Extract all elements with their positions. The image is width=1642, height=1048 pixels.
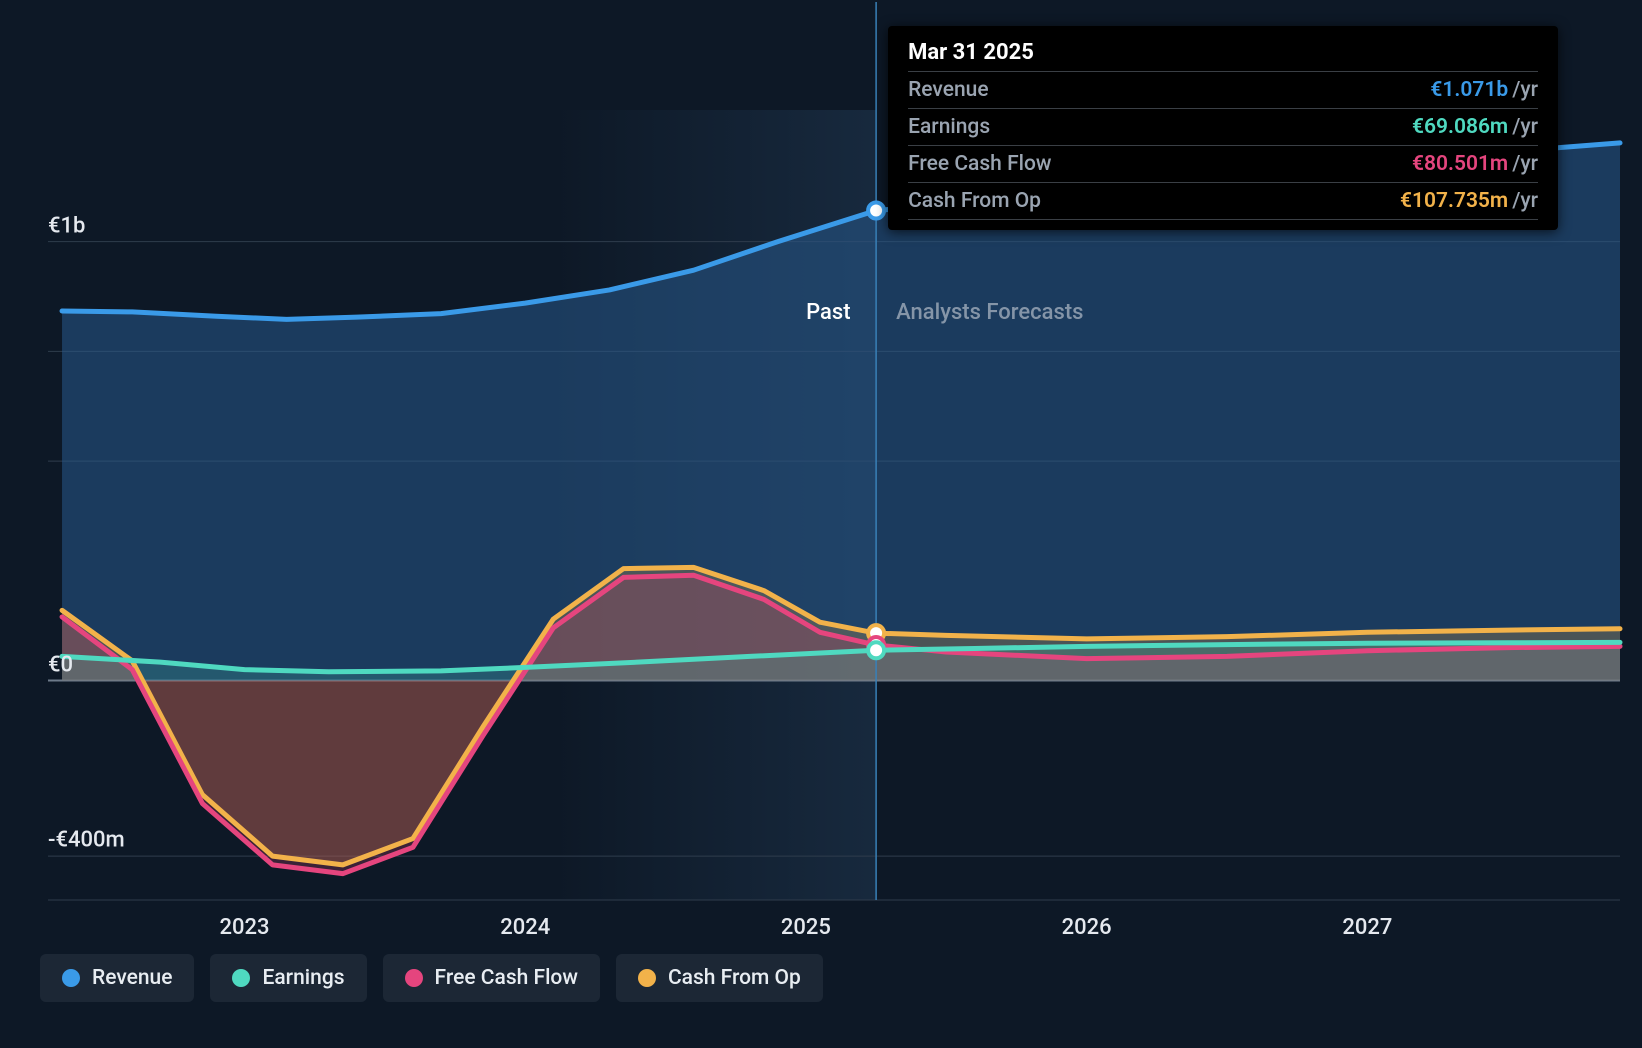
y-tick-label: -€400m <box>48 828 125 853</box>
tooltip-row-label: Free Cash Flow <box>908 152 1051 176</box>
tooltip-row-value-wrap: €80.501m/yr <box>1412 152 1538 176</box>
tooltip-row-value-wrap: €107.735m/yr <box>1400 189 1538 213</box>
y-tick-label: €1b <box>48 213 85 238</box>
legend-label: Free Cash Flow <box>435 966 578 990</box>
tooltip-row: Earnings €69.086m/yr <box>908 108 1538 145</box>
x-tick-label: 2026 <box>1062 915 1112 940</box>
tooltip-row-value-wrap: €1.071b/yr <box>1430 78 1538 102</box>
legend-item[interactable]: Revenue <box>40 954 194 1002</box>
legend-dot <box>232 969 250 987</box>
legend-item[interactable]: Cash From Op <box>616 954 823 1002</box>
tooltip-box: Mar 31 2025 Revenue €1.071b/yr Earnings €69… <box>888 26 1558 230</box>
tooltip-row-label: Cash From Op <box>908 189 1041 213</box>
tooltip-row: Free Cash Flow €80.501m/yr <box>908 145 1538 182</box>
tooltip-row: Revenue €1.071b/yr <box>908 71 1538 108</box>
tooltip-row-value: €69.086m <box>1412 115 1508 139</box>
chart-container: €1b €0 -€400m 2023 2024 2025 2026 2027 Past An… <box>0 0 1642 1048</box>
legend-dot <box>638 969 656 987</box>
x-tick-label: 2023 <box>219 915 269 940</box>
tooltip-row: Cash From Op €107.735m/yr <box>908 182 1538 220</box>
legend-item[interactable]: Earnings <box>210 954 366 1002</box>
tooltip-row-unit: /yr <box>1512 115 1538 139</box>
legend-dot <box>62 969 80 987</box>
legend-label: Revenue <box>92 966 172 990</box>
legend: Revenue Earnings Free Cash Flow Cash From O… <box>40 954 823 1002</box>
divider-label-forecast: Analysts Forecasts <box>896 300 1083 325</box>
marker-revenue <box>868 203 884 219</box>
x-tick-label: 2027 <box>1342 915 1392 940</box>
tooltip-row-value: €107.735m <box>1400 189 1508 213</box>
legend-label: Earnings <box>262 966 344 990</box>
tooltip-row-unit: /yr <box>1512 78 1538 102</box>
marker-earnings <box>868 642 884 658</box>
tooltip-row-value-wrap: €69.086m/yr <box>1412 115 1538 139</box>
legend-item[interactable]: Free Cash Flow <box>383 954 600 1002</box>
tooltip-row-label: Revenue <box>908 78 988 102</box>
x-tick-label: 2025 <box>781 915 831 940</box>
legend-label: Cash From Op <box>668 966 801 990</box>
tooltip-row-unit: /yr <box>1512 152 1538 176</box>
tooltip-title: Mar 31 2025 <box>908 40 1538 65</box>
tooltip-row-label: Earnings <box>908 115 990 139</box>
x-tick-label: 2024 <box>500 915 550 940</box>
y-tick-label: €0 <box>48 652 73 677</box>
tooltip-row-unit: /yr <box>1512 189 1538 213</box>
tooltip-row-value: €1.071b <box>1430 78 1508 102</box>
divider-label-past: Past <box>806 300 850 325</box>
legend-dot <box>405 969 423 987</box>
tooltip-row-value: €80.501m <box>1412 152 1508 176</box>
